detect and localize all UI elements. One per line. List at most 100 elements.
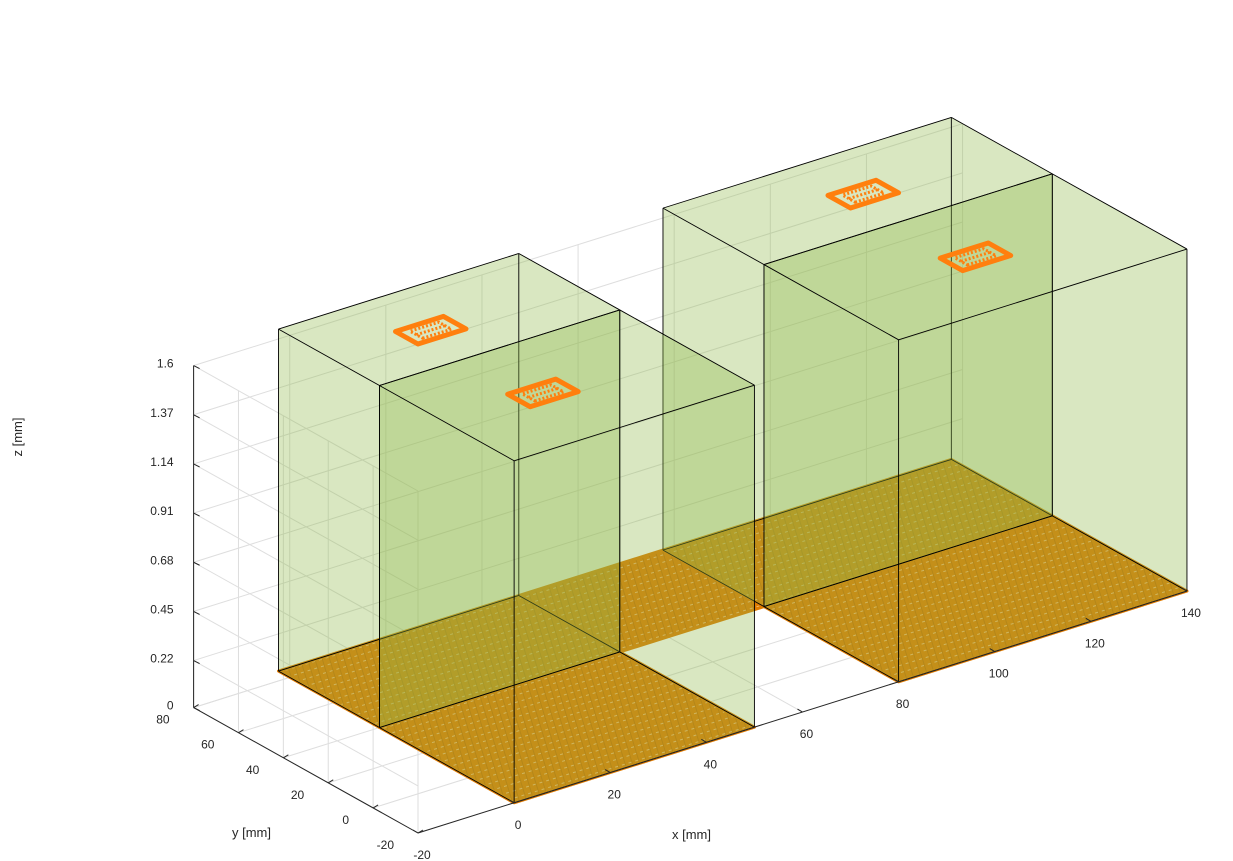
y-tick-label: 0 bbox=[342, 813, 349, 827]
box-edge bbox=[763, 173, 1053, 265]
z-tick-label: 0.68 bbox=[150, 553, 174, 567]
coil-traces bbox=[393, 177, 1014, 410]
y-tick bbox=[283, 754, 289, 759]
grid-line bbox=[193, 123, 963, 367]
x-tick bbox=[508, 799, 515, 804]
box-face bbox=[764, 173, 1053, 607]
coil-center-trace bbox=[415, 324, 446, 337]
y-tick bbox=[193, 704, 199, 709]
box-edge bbox=[951, 117, 1053, 175]
box-edge bbox=[379, 651, 620, 728]
x-tick-label: 60 bbox=[800, 727, 814, 741]
box-edge bbox=[763, 264, 899, 341]
box-face bbox=[518, 253, 620, 652]
box-edge bbox=[662, 116, 952, 209]
x-tick bbox=[604, 769, 611, 773]
grid-line bbox=[193, 660, 419, 787]
grid-line bbox=[193, 319, 963, 563]
z-tick-label: 0.22 bbox=[150, 652, 174, 666]
box-edge bbox=[1052, 515, 1188, 592]
box-edge bbox=[278, 328, 380, 386]
box-face bbox=[379, 651, 755, 803]
box-face bbox=[1052, 173, 1187, 592]
y-tick bbox=[238, 729, 244, 734]
y-tick bbox=[372, 804, 379, 809]
x-tick-label: -20 bbox=[413, 848, 431, 861]
box-face bbox=[764, 173, 1187, 340]
z-tick bbox=[193, 512, 200, 517]
x-tick bbox=[412, 829, 419, 834]
box-edge bbox=[619, 651, 755, 728]
x-tick-label: 20 bbox=[608, 788, 622, 802]
grid-line bbox=[193, 414, 419, 541]
box-edge bbox=[1052, 173, 1188, 250]
coil-inner-trace bbox=[838, 184, 888, 204]
x-tick bbox=[893, 678, 899, 683]
z-tick bbox=[193, 610, 200, 615]
box-face bbox=[764, 515, 1187, 682]
box-edge bbox=[379, 309, 620, 386]
coil bbox=[505, 376, 581, 410]
x-tick-label: 80 bbox=[896, 697, 910, 711]
x-tick bbox=[797, 708, 803, 713]
box-edge bbox=[951, 459, 1053, 517]
z-tick-label: 1.6 bbox=[157, 357, 174, 371]
coil-center-trace bbox=[528, 386, 558, 399]
box-edge bbox=[379, 385, 515, 462]
box-edge bbox=[662, 549, 765, 607]
coil-inner-trace bbox=[951, 247, 1000, 267]
box-edge bbox=[278, 253, 519, 330]
x-tick-label: 120 bbox=[1085, 636, 1105, 650]
z-tick-label: 0.45 bbox=[150, 602, 174, 616]
z-tick bbox=[193, 414, 200, 419]
box-face bbox=[514, 385, 755, 803]
box-face bbox=[663, 117, 1053, 265]
coil bbox=[825, 177, 901, 211]
coil-center-trace bbox=[960, 250, 991, 263]
x-tick-label: 40 bbox=[704, 757, 718, 771]
grid-line bbox=[193, 512, 419, 639]
x-tick bbox=[701, 738, 707, 743]
z-tick bbox=[193, 365, 200, 370]
grid-line bbox=[193, 172, 963, 416]
box-face bbox=[951, 117, 1053, 516]
coil-outer-trace bbox=[937, 240, 1014, 274]
z-axis-label: z [mm] bbox=[10, 418, 25, 457]
z-tick bbox=[193, 660, 200, 665]
box-face bbox=[663, 459, 1053, 607]
box-edge bbox=[619, 309, 755, 386]
coil-outer-trace bbox=[393, 313, 469, 347]
y-axis-line bbox=[193, 707, 419, 834]
grid-line bbox=[193, 463, 419, 590]
box-edge bbox=[763, 606, 899, 683]
y-tick-label: 80 bbox=[156, 713, 170, 727]
box-edge bbox=[379, 727, 515, 804]
x-axis-line bbox=[417, 590, 1188, 834]
y-tick bbox=[327, 779, 334, 784]
x-axis-label: x [mm] bbox=[672, 827, 711, 842]
substrate-boxes bbox=[278, 116, 1188, 804]
y-axis-label: y [mm] bbox=[232, 825, 271, 840]
box-edge bbox=[278, 595, 519, 672]
box-edge bbox=[518, 595, 620, 653]
tick-labels: -20020406080100120140-2002040608000.220.… bbox=[150, 357, 1201, 861]
box-edge bbox=[513, 384, 755, 462]
box-face bbox=[379, 385, 515, 803]
y-tick-label: 40 bbox=[246, 763, 260, 777]
z-tick-label: 1.37 bbox=[150, 406, 174, 420]
z-tick bbox=[193, 561, 200, 566]
grid-line bbox=[193, 369, 963, 612]
grid-line bbox=[193, 365, 419, 492]
coil bbox=[937, 240, 1014, 274]
x-tick-label: 0 bbox=[515, 818, 522, 832]
coil-inner-trace bbox=[406, 320, 456, 340]
grid-line bbox=[193, 418, 963, 662]
coil-center-trace bbox=[848, 188, 879, 201]
x-tick bbox=[1085, 617, 1092, 622]
box-face bbox=[898, 249, 1187, 682]
z-tick bbox=[193, 463, 200, 468]
box-face bbox=[278, 595, 620, 728]
box-face bbox=[619, 309, 755, 728]
grid-line bbox=[193, 221, 963, 465]
